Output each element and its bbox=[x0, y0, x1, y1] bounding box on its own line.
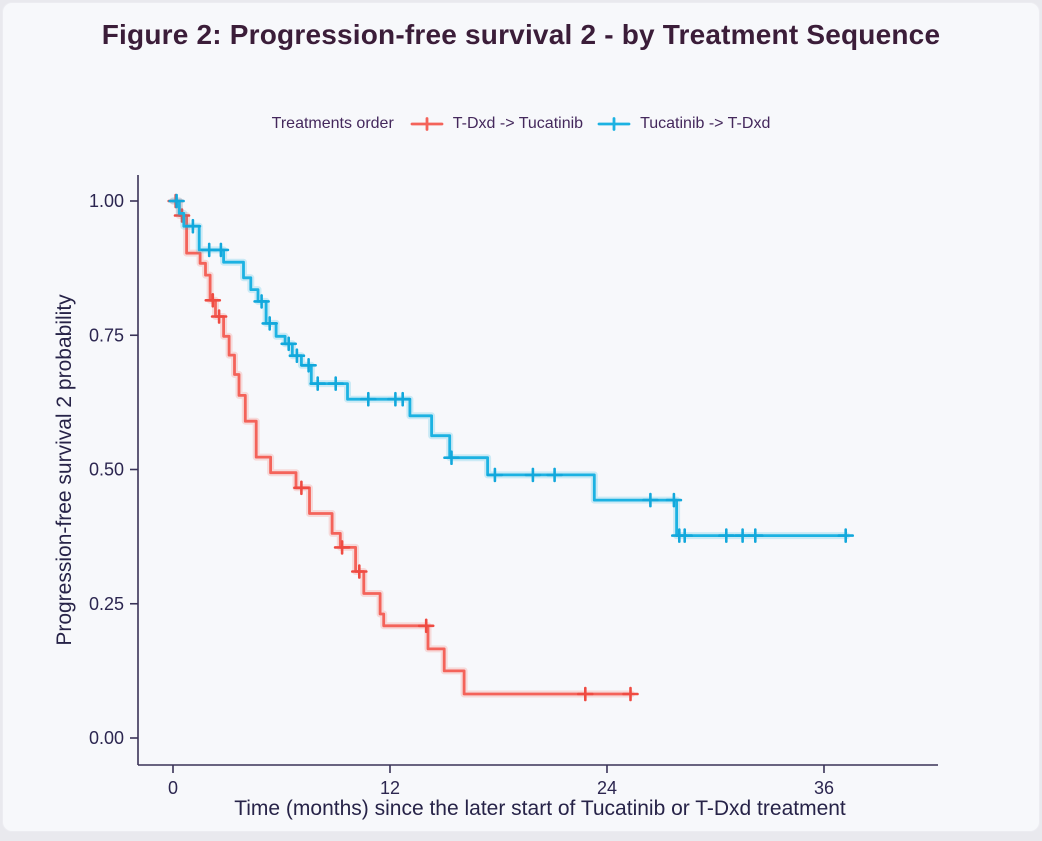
legend-censor-plus-icon bbox=[597, 117, 631, 131]
censor-plus-icon bbox=[280, 336, 297, 352]
censor-plus-icon bbox=[577, 686, 594, 702]
censor-plus-icon bbox=[524, 467, 542, 483]
censor-plus-icon bbox=[173, 208, 191, 223]
legend-item-tdxd-tucatinib: T-Dxd -> Tucatinib bbox=[410, 115, 583, 133]
censor-plus-icon bbox=[642, 492, 659, 508]
censor-plus-icon bbox=[184, 218, 202, 234]
y-axis-ticks: 0.00 0.25 0.50 0.75 1.00 bbox=[89, 191, 138, 748]
series-t-dxd-tucatinib bbox=[167, 193, 639, 702]
legend: Treatments order T-Dxd -> Tucatinib Tucat… bbox=[3, 115, 1039, 133]
km-plot-svg: 0 12 24 36 0.00 0.25 0.50 0.75 1.00 bbox=[89, 175, 938, 798]
censor-plus-icon bbox=[210, 309, 228, 324]
censor-plus-icon bbox=[747, 528, 764, 543]
censor-plus-icon bbox=[622, 686, 639, 702]
y-tick-label: 0.25 bbox=[89, 594, 124, 614]
legend-label: T-Dxd -> Tucatinib bbox=[452, 115, 584, 132]
censor-plus-icon bbox=[443, 450, 460, 465]
y-tick-label: 1.00 bbox=[89, 191, 124, 211]
censor-plus-icon bbox=[546, 467, 563, 483]
series-tucatinib-t-dxd bbox=[168, 193, 854, 543]
censor-plus-icon bbox=[261, 316, 278, 331]
censor-plus-icon bbox=[212, 242, 230, 258]
legend-censor-plus-icon bbox=[410, 117, 444, 131]
y-axis-title: Progression-free survival 2 probability bbox=[53, 294, 76, 646]
survival-curve bbox=[171, 199, 633, 696]
x-tick-label: 36 bbox=[814, 778, 834, 798]
censor-plus-icon bbox=[253, 294, 270, 309]
legend-label: Tucatinib -> T-Dxd bbox=[640, 115, 771, 132]
censor-plus-icon bbox=[351, 564, 368, 579]
x-axis-ticks: 0 12 24 36 bbox=[168, 765, 834, 798]
censor-plus-icon bbox=[293, 480, 310, 496]
censor-plus-icon bbox=[417, 618, 435, 634]
y-tick-label: 0.75 bbox=[89, 325, 124, 345]
censor-plus-icon bbox=[333, 540, 351, 555]
censor-plus-icon bbox=[665, 492, 683, 508]
censor-plus-icon bbox=[288, 348, 306, 363]
legend-item-tucatinib-tdxd: Tucatinib -> T-Dxd bbox=[597, 115, 770, 133]
legend-entries: T-Dxd -> Tucatinib Tucatinib -> T-Dxd bbox=[410, 115, 770, 133]
censor-marks-tucatinib-t-dxd bbox=[168, 193, 854, 543]
censor-plus-icon bbox=[309, 376, 326, 391]
x-axis-title: Time (months) since the later start of T… bbox=[234, 797, 846, 820]
survival-curve-halo bbox=[169, 197, 851, 540]
censor-plus-icon bbox=[168, 193, 185, 209]
figure-title: Figure 2: Progression-free survival 2 - … bbox=[101, 19, 941, 50]
y-tick-label: 0.50 bbox=[89, 460, 124, 480]
censor-plus-icon bbox=[718, 528, 735, 543]
x-tick-label: 24 bbox=[597, 778, 617, 798]
censor-plus-icon bbox=[300, 358, 317, 373]
x-tick-label: 0 bbox=[168, 778, 178, 798]
censor-plus-icon bbox=[204, 293, 222, 308]
y-tick-label: 0.00 bbox=[89, 728, 124, 748]
censor-plus-icon bbox=[837, 528, 854, 543]
censor-plus-icon bbox=[360, 391, 377, 407]
censor-plus-icon bbox=[327, 376, 344, 391]
x-tick-label: 12 bbox=[380, 778, 400, 798]
censor-plus-icon bbox=[486, 467, 504, 483]
survival-curve bbox=[171, 199, 848, 537]
censor-plus-icon bbox=[676, 528, 693, 543]
legend-title: Treatments order bbox=[271, 115, 394, 132]
axes bbox=[137, 175, 938, 766]
censor-plus-icon bbox=[394, 391, 411, 407]
